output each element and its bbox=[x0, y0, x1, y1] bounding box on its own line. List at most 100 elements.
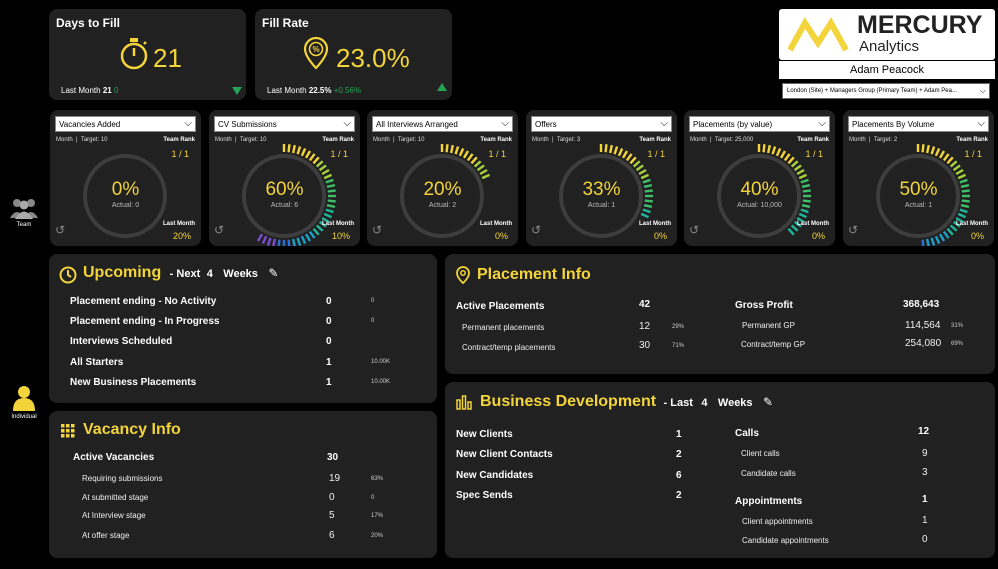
gauge-progress-tick bbox=[321, 216, 330, 224]
gauge-progress-tick bbox=[775, 148, 782, 157]
gauge-progress-tick bbox=[955, 216, 964, 224]
appointments-value: 1 bbox=[922, 494, 928, 505]
last-month-label: Last Month bbox=[956, 221, 988, 227]
last-month-value: 0% bbox=[494, 231, 508, 241]
gauge-ring bbox=[717, 144, 811, 238]
gauge-track bbox=[400, 154, 484, 238]
history-icon[interactable]: ↺ bbox=[531, 223, 542, 237]
client-appt-label: Client appointments bbox=[742, 517, 813, 526]
gauge-progress-tick bbox=[921, 239, 925, 246]
team-rank-label: Team Rank bbox=[956, 137, 988, 143]
history-icon[interactable]: ↺ bbox=[689, 223, 700, 237]
vacancy-panel: Vacancy Info Active Vacancies 30 Requiri… bbox=[49, 411, 437, 558]
gauge-progress-tick bbox=[921, 144, 925, 153]
history-icon[interactable]: ↺ bbox=[214, 223, 225, 237]
upcoming-row-value: 0 bbox=[326, 296, 332, 307]
upcoming-row-extra: 0 bbox=[371, 318, 375, 324]
gauge-period: Month | Target: 10 bbox=[215, 137, 267, 143]
gauge-progress-tick bbox=[613, 146, 619, 155]
history-icon[interactable]: ↺ bbox=[372, 223, 383, 237]
cand-appt-value: 0 bbox=[922, 534, 928, 545]
gauge-progress-tick bbox=[312, 156, 320, 165]
metric-select[interactable]: Placements By Volume ⌵ bbox=[848, 116, 989, 132]
gauge-progress-tick bbox=[959, 208, 968, 214]
last-month-value: 22.5% bbox=[308, 86, 332, 95]
percent-badge-icon: % bbox=[303, 36, 329, 75]
upcoming-title: Upcoming bbox=[83, 264, 162, 281]
stopwatch-icon bbox=[119, 37, 149, 76]
metric-select[interactable]: Placements (by value) ⌵ bbox=[689, 116, 830, 132]
gauge-progress-tick bbox=[458, 148, 465, 157]
gauge-period: Month | Target: 3 bbox=[532, 137, 581, 143]
gauge-progress-tick bbox=[608, 144, 613, 154]
vacancy-row-value: 5 bbox=[329, 510, 335, 521]
gauge-card: CV Submissions ⌵ Month | Target: 10 Team Ra… bbox=[209, 110, 360, 246]
placement-panel: Placement Info Active Placements 42 Perm… bbox=[445, 254, 995, 374]
gauge-target: Target: 3 bbox=[556, 137, 581, 143]
gauge-progress-tick bbox=[925, 238, 930, 246]
last-month-value: 0% bbox=[970, 231, 984, 241]
gauge-ring bbox=[559, 144, 653, 238]
chevron-down-icon: ⌵ bbox=[660, 118, 668, 129]
gauge-target: Target: 2 bbox=[873, 137, 898, 143]
history-icon[interactable]: ↺ bbox=[55, 223, 66, 237]
nav-individual[interactable]: Individual bbox=[0, 384, 48, 420]
kpi-days-to-fill: Days to Fill 21 Last Month 21 0 bbox=[49, 9, 246, 100]
gauge-progress-tick bbox=[261, 235, 268, 244]
gauge-percent: 33% bbox=[582, 179, 621, 200]
metric-select[interactable]: CV Submissions ⌵ bbox=[214, 116, 355, 132]
kpi-value: 21 bbox=[153, 43, 182, 73]
gauge-progress-tick bbox=[327, 189, 336, 193]
last-month-value: 0% bbox=[811, 231, 825, 241]
vacancy-row-value: 19 bbox=[329, 473, 341, 484]
filter-dropdown[interactable]: London (Site) + Managers Group (Primary … bbox=[782, 83, 990, 99]
metric-select[interactable]: Vacancies Added ⌵ bbox=[55, 116, 196, 132]
team-icon bbox=[10, 199, 38, 219]
gauge-percent: 50% bbox=[899, 179, 938, 200]
active-placements-value: 42 bbox=[639, 299, 651, 310]
gauge-progress-tick bbox=[779, 150, 787, 159]
calls-label: Calls bbox=[735, 428, 759, 439]
gauge-progress-tick bbox=[766, 144, 771, 154]
gauge-progress-tick bbox=[800, 208, 809, 214]
perm-gp-value: 114,564 bbox=[905, 320, 941, 331]
nav-team-label: Team bbox=[16, 222, 32, 228]
kpi-last-month: Last Month 21 0 bbox=[61, 86, 118, 95]
upcoming-row-label: Placement ending - In Progress bbox=[70, 316, 220, 327]
gauge-percent: 0% bbox=[111, 179, 140, 200]
gauge-progress-tick bbox=[325, 208, 334, 214]
upcoming-weeks: Weeks bbox=[223, 268, 258, 280]
gauge-progress-tick bbox=[632, 160, 641, 168]
gauge-progress-tick bbox=[644, 189, 653, 193]
gauge-track bbox=[559, 154, 643, 238]
metric-select[interactable]: All Interviews Arranged ⌵ bbox=[372, 116, 513, 132]
location-pin-icon bbox=[456, 266, 470, 284]
gauge-progress-tick bbox=[466, 153, 474, 162]
gauge-period: Month | Target: 25,000 bbox=[690, 137, 754, 143]
history-icon[interactable]: ↺ bbox=[848, 223, 859, 237]
gauge-percent: 60% bbox=[265, 179, 304, 200]
edit-pencil-icon[interactable]: ✎ bbox=[268, 266, 279, 280]
gauge-progress-tick bbox=[300, 235, 307, 244]
gross-profit-label: Gross Profit bbox=[735, 300, 793, 311]
last-month-label: Last Month bbox=[163, 221, 195, 227]
gauge-progress-tick bbox=[640, 212, 649, 219]
nav-team[interactable]: Team bbox=[0, 196, 48, 228]
gauge-progress-tick bbox=[960, 184, 970, 189]
gauge-progress-tick bbox=[304, 150, 312, 159]
last-month-change: 0 bbox=[113, 86, 119, 95]
metric-select[interactable]: Offers ⌵ bbox=[531, 116, 672, 132]
contract-placements-pct: 71% bbox=[672, 343, 685, 349]
gauge-progress-tick bbox=[787, 156, 795, 165]
gauge-percent: 20% bbox=[423, 179, 462, 200]
vacancy-row-label: At Interview stage bbox=[82, 511, 146, 520]
gauge-progress-tick bbox=[291, 144, 296, 154]
gauge-month: Month bbox=[56, 137, 73, 143]
gauge-target: Target: 10 bbox=[239, 137, 267, 143]
gauge-progress-tick bbox=[308, 153, 316, 162]
kpi-last-month: Last Month 22.5% +0.56% bbox=[267, 86, 361, 95]
filter-text: London (Site) + Managers Group (Primary … bbox=[787, 88, 957, 94]
gauge-progress-tick bbox=[640, 173, 649, 180]
edit-pencil-icon[interactable]: ✎ bbox=[763, 395, 774, 409]
team-rank-value: 1 / 1 bbox=[330, 149, 348, 159]
